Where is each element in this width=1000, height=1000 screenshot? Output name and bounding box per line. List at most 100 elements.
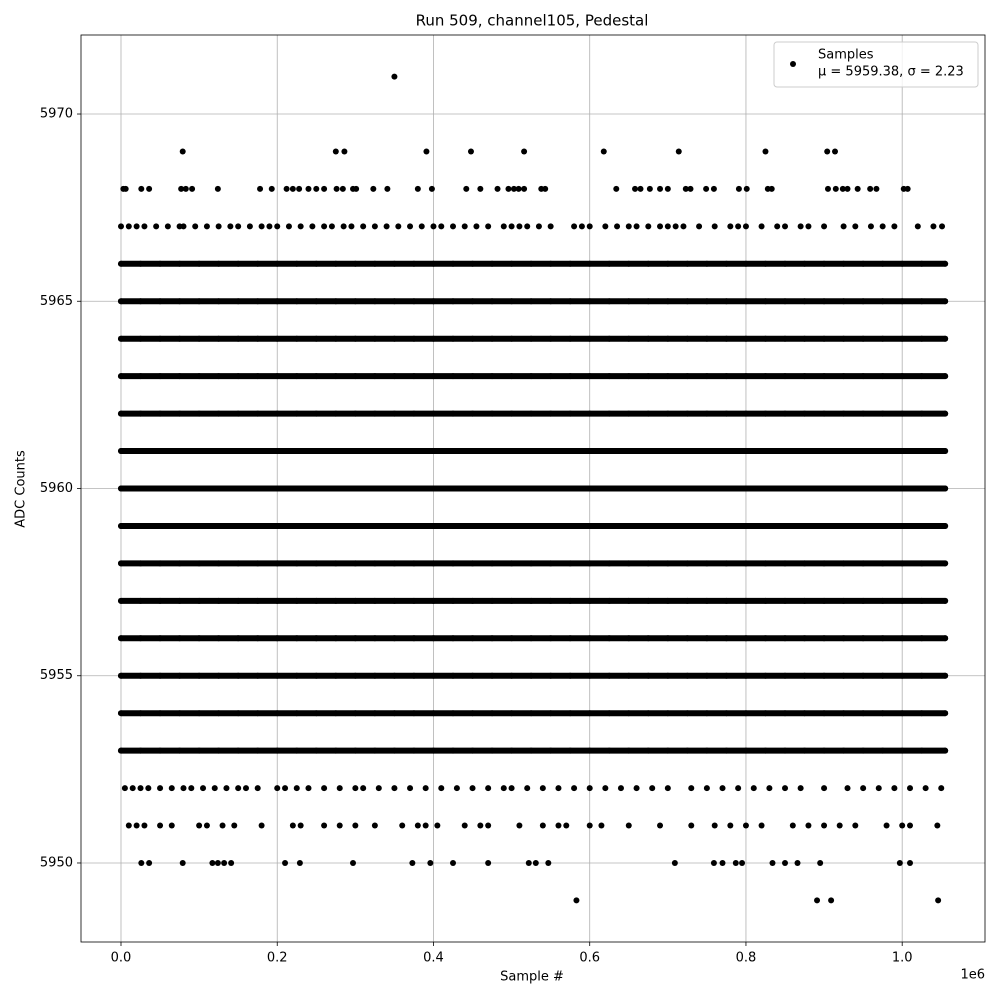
point bbox=[399, 822, 406, 829]
point bbox=[922, 785, 929, 792]
point bbox=[289, 185, 296, 192]
point bbox=[814, 897, 821, 904]
point bbox=[710, 185, 717, 192]
point bbox=[633, 223, 640, 230]
point bbox=[935, 897, 942, 904]
point bbox=[633, 785, 640, 792]
point bbox=[133, 223, 140, 230]
point bbox=[141, 822, 148, 829]
point bbox=[914, 223, 921, 230]
point bbox=[383, 223, 390, 230]
point bbox=[873, 185, 880, 192]
point bbox=[696, 223, 703, 230]
point bbox=[794, 859, 801, 866]
point bbox=[422, 785, 429, 792]
point bbox=[297, 223, 304, 230]
point bbox=[571, 785, 578, 792]
point bbox=[407, 223, 414, 230]
point bbox=[649, 785, 656, 792]
point bbox=[430, 223, 437, 230]
x-tick-label: 0.0 bbox=[111, 951, 132, 966]
point bbox=[137, 785, 144, 792]
y-tick-label: 5970 bbox=[40, 107, 73, 122]
point bbox=[510, 185, 517, 192]
point bbox=[352, 785, 359, 792]
point bbox=[473, 223, 480, 230]
legend: Samples μ = 5959.38, σ = 2.23 bbox=[773, 41, 979, 88]
point bbox=[521, 185, 528, 192]
point bbox=[586, 785, 593, 792]
legend-marker bbox=[790, 61, 796, 67]
point bbox=[555, 785, 562, 792]
points bbox=[117, 73, 949, 904]
point bbox=[138, 859, 145, 866]
point bbox=[578, 223, 585, 230]
point bbox=[817, 859, 824, 866]
point bbox=[274, 785, 281, 792]
point bbox=[710, 859, 717, 866]
point bbox=[682, 185, 689, 192]
point bbox=[129, 785, 136, 792]
point bbox=[296, 859, 303, 866]
point bbox=[375, 785, 382, 792]
point bbox=[891, 223, 898, 230]
point bbox=[309, 223, 316, 230]
point bbox=[832, 185, 839, 192]
point bbox=[219, 822, 226, 829]
point bbox=[353, 185, 360, 192]
point bbox=[672, 223, 679, 230]
point bbox=[758, 822, 765, 829]
point bbox=[742, 223, 749, 230]
point bbox=[164, 223, 171, 230]
point bbox=[505, 185, 512, 192]
point bbox=[525, 859, 532, 866]
point bbox=[657, 822, 664, 829]
point bbox=[332, 148, 339, 155]
point bbox=[821, 785, 828, 792]
point bbox=[675, 148, 682, 155]
point bbox=[539, 785, 546, 792]
point bbox=[703, 785, 710, 792]
point bbox=[200, 785, 207, 792]
point bbox=[516, 223, 523, 230]
point bbox=[907, 859, 914, 866]
point bbox=[125, 223, 132, 230]
point bbox=[852, 822, 859, 829]
point bbox=[146, 185, 153, 192]
point bbox=[602, 785, 609, 792]
point bbox=[336, 785, 343, 792]
point bbox=[450, 859, 457, 866]
point bbox=[735, 223, 742, 230]
point bbox=[896, 859, 903, 866]
point bbox=[524, 223, 531, 230]
point bbox=[384, 185, 391, 192]
point bbox=[348, 223, 355, 230]
point bbox=[542, 185, 549, 192]
point bbox=[613, 185, 620, 192]
point bbox=[153, 223, 160, 230]
point bbox=[867, 223, 874, 230]
point bbox=[602, 223, 609, 230]
point bbox=[797, 785, 804, 792]
point bbox=[313, 185, 320, 192]
point bbox=[539, 822, 546, 829]
point bbox=[231, 822, 238, 829]
point bbox=[727, 223, 734, 230]
point bbox=[179, 148, 186, 155]
point bbox=[875, 785, 882, 792]
point bbox=[711, 822, 718, 829]
point bbox=[934, 822, 941, 829]
point bbox=[774, 223, 781, 230]
point bbox=[860, 785, 867, 792]
point bbox=[637, 185, 644, 192]
point bbox=[500, 785, 507, 792]
point bbox=[532, 859, 539, 866]
point bbox=[485, 822, 492, 829]
point bbox=[832, 148, 839, 155]
point bbox=[687, 185, 694, 192]
point bbox=[727, 822, 734, 829]
point bbox=[939, 223, 946, 230]
point bbox=[180, 785, 187, 792]
